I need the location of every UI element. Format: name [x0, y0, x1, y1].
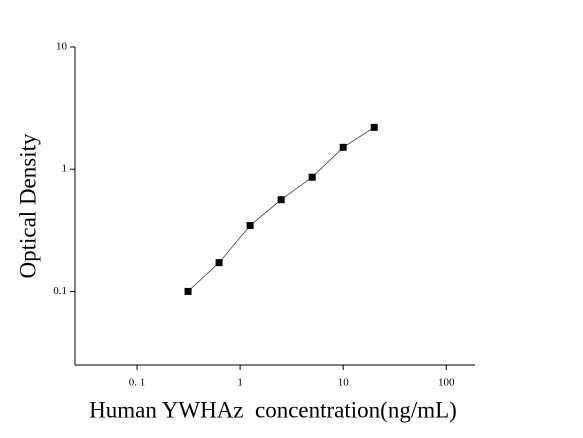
x-tick-label: 100: [438, 377, 455, 389]
point: [308, 173, 316, 181]
y-axis-label: Optical Density: [15, 133, 40, 278]
point: [370, 123, 378, 131]
y-tick-label: 0.1: [53, 285, 67, 297]
y-tick-label: 1: [62, 163, 68, 175]
point: [277, 196, 285, 204]
x-tick-label: 0. 1: [129, 377, 146, 389]
point: [184, 287, 192, 295]
point: [246, 222, 254, 230]
fit-line: [187, 127, 375, 292]
y-tick-label: 10: [56, 41, 68, 53]
x-tick-label: 10: [338, 377, 350, 389]
point: [339, 143, 347, 151]
x-tick-label: 1: [237, 377, 243, 389]
x-axis-label: Human YWHAz concentration(ng/mL): [89, 397, 457, 422]
point: [215, 259, 223, 267]
